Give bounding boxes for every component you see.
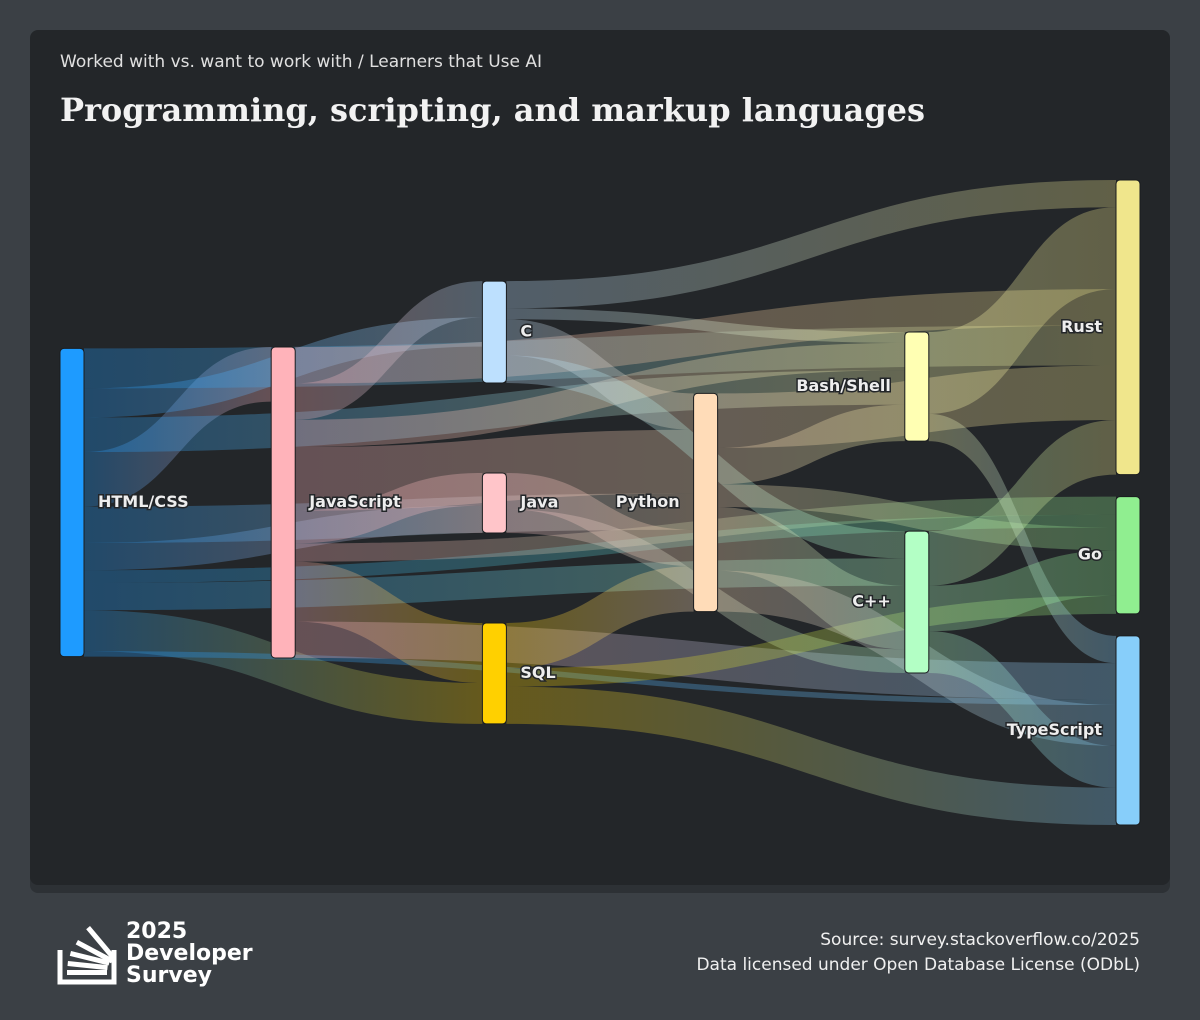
link [506, 686, 1116, 825]
node [1115, 496, 1141, 615]
link [295, 429, 694, 511]
node-label: Java [519, 492, 558, 511]
node-label: C++ [852, 592, 891, 611]
logo [57, 926, 117, 985]
node-label: SQL [520, 663, 555, 682]
link [506, 308, 905, 343]
node-label: Go [1078, 545, 1102, 564]
node-label: HTML/CSS [98, 492, 189, 511]
link [84, 610, 483, 724]
node [270, 346, 296, 659]
node-label: Rust [1061, 317, 1102, 336]
brand-line: Survey [126, 963, 212, 988]
node [1115, 179, 1141, 476]
node-label: TypeScript [1007, 720, 1103, 739]
nodes: HTML/CSS JavaScript C Java SQL Python Bash/She… [59, 179, 1141, 826]
node-label: Bash/Shell [796, 376, 890, 395]
source: Source: survey.stackoverflow.co/2025 [820, 930, 1140, 950]
node [1115, 635, 1141, 826]
node [481, 280, 507, 384]
node-label: Python [616, 492, 680, 511]
link [506, 180, 1116, 309]
brand-line: 2025 [126, 919, 187, 944]
title: Programming, scripting, and markup langu… [60, 91, 925, 129]
node-label: JavaScript [308, 492, 401, 511]
link [928, 420, 1116, 586]
license: Data licensed under Open Database Licens… [696, 955, 1140, 975]
link [928, 631, 1116, 788]
link [928, 413, 1116, 664]
node [481, 622, 507, 725]
node [693, 392, 719, 613]
link [928, 207, 1116, 414]
links [84, 180, 1116, 825]
link [506, 566, 694, 669]
link [928, 550, 1116, 632]
node [904, 530, 930, 674]
node-label: C [520, 322, 532, 341]
subtitle: Worked with vs. want to work with / Lear… [60, 52, 542, 72]
node [59, 347, 85, 658]
node [904, 331, 930, 442]
brand-line: Developer [126, 941, 253, 966]
node [481, 472, 507, 534]
